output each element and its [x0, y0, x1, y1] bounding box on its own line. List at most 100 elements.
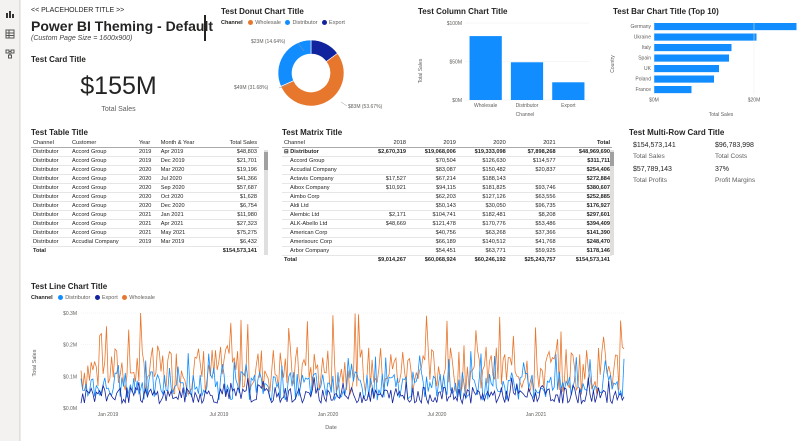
- table-column-header[interactable]: Channel: [31, 139, 70, 148]
- matrix-cell: Actavis Company: [282, 174, 363, 184]
- matrix-column-header[interactable]: Channel: [282, 139, 363, 148]
- matrix-row[interactable]: Accudial Company $83,087 $150,482 $20,837 $2…: [282, 165, 612, 175]
- table-row[interactable]: Distributor Accord Group 2020 Dec 2020 $6,75…: [31, 201, 259, 211]
- collapse-icon[interactable]: ⊟: [284, 149, 291, 155]
- table-cell: Distributor: [31, 147, 70, 157]
- matrix-row[interactable]: Actavis Company $17,527 $67,214 $188,143 $27…: [282, 174, 612, 184]
- matrix-cell: $181,825: [457, 183, 508, 193]
- legend-marker-icon: [122, 295, 128, 301]
- table-total-label: Total: [31, 246, 70, 255]
- matrix-cell: $126,630: [457, 156, 508, 166]
- donut-legend-distributor: Distributor: [292, 20, 318, 26]
- table-row[interactable]: Distributor Accord Group 2021 May 2021 $75,2…: [31, 228, 259, 238]
- matrix-cell: $67,214: [407, 174, 458, 184]
- matrix-cell: [362, 165, 408, 175]
- matrix-row[interactable]: Arbor Company $54,451 $63,771 $59,925 $178,1…: [282, 246, 612, 256]
- matrix-row[interactable]: Aimbo Corp $62,203 $127,126 $63,556 $252,885: [282, 192, 612, 202]
- table-row[interactable]: Distributor Accord Group 2020 Sep 2020 $57,6…: [31, 183, 259, 193]
- table-cell: Accord Group: [70, 192, 137, 202]
- table-row[interactable]: Distributor Accudial Company 2019 Mar 2019 $…: [31, 237, 259, 247]
- table-row[interactable]: Distributor Accord Group 2019 Dec 2019 $21,7…: [31, 156, 259, 166]
- table-cell: Jan 2021: [158, 210, 209, 220]
- table-visual: Channel Customer Year Month & Year Total Sal…: [31, 139, 266, 270]
- table-cell: 2019: [136, 237, 159, 247]
- column-bar-wholesale[interactable]: [469, 36, 502, 100]
- matrix-cell: $94,115: [407, 183, 458, 193]
- table-scrollbar[interactable]: [264, 150, 268, 255]
- table-row[interactable]: Distributor Accord Group 2021 Apr 2021 $27,3…: [31, 219, 259, 229]
- table-row[interactable]: Distributor Accord Group 2020 Jul 2020 $41,3…: [31, 174, 259, 184]
- matrix-column-header[interactable]: 2018: [362, 139, 408, 148]
- bar-uk[interactable]: [654, 65, 719, 73]
- table-cell: Distributor: [31, 210, 70, 220]
- table-column-header[interactable]: Month & Year: [158, 139, 209, 148]
- column-ytick-label: $100M: [447, 21, 462, 27]
- bar-germany[interactable]: [654, 23, 797, 31]
- matrix-scrollbar[interactable]: [610, 150, 614, 255]
- table-scroll-thumb[interactable]: [264, 152, 268, 170]
- table-cell: 2021: [136, 219, 159, 229]
- bar-italy[interactable]: [654, 44, 732, 52]
- column-bar-distributor[interactable]: [510, 62, 544, 100]
- table-cell: Sep 2020: [158, 183, 209, 193]
- report-view-icon[interactable]: [4, 8, 16, 20]
- line-series-wholesale[interactable]: [80, 312, 625, 397]
- table-column-header[interactable]: Customer: [70, 139, 137, 148]
- bar-france[interactable]: [654, 86, 692, 94]
- line-series-export[interactable]: [80, 377, 625, 406]
- multirow-value-sales: $154,573,141: [633, 142, 676, 149]
- matrix-cell: $41,768: [507, 237, 558, 247]
- bar-ukraine[interactable]: [654, 33, 757, 41]
- matrix-column-header[interactable]: 2021: [507, 139, 558, 148]
- matrix-row[interactable]: Accord Group $70,504 $126,630 $114,577 $311,…: [282, 156, 612, 166]
- matrix-scroll-thumb[interactable]: [610, 152, 614, 166]
- matrix-column-header[interactable]: 2019: [407, 139, 458, 148]
- table-cell: $57,687: [208, 183, 259, 193]
- matrix-row[interactable]: Amerisourc Corp $66,189 $140,512 $41,768 $24…: [282, 237, 612, 247]
- table-column-header[interactable]: Year: [136, 139, 159, 148]
- bar-title: Test Bar Chart Title (Top 10): [613, 7, 719, 16]
- matrix-group-row[interactable]: ⊟ Distributor $2,670,319 $19,068,006 $19,33…: [282, 147, 612, 157]
- bar-spain[interactable]: [654, 54, 729, 62]
- matrix-column-header[interactable]: Total: [557, 139, 612, 148]
- table-row[interactable]: Distributor Accord Group 2020 Mar 2020 $19,1…: [31, 165, 259, 175]
- table-row[interactable]: Distributor Accord Group 2020 Oct 2020 $1,62…: [31, 192, 259, 202]
- line-ytick-label: $0.0M: [63, 406, 77, 412]
- table-total-row: Total $154,573,141: [31, 246, 259, 255]
- matrix-cell: $83,087: [407, 165, 458, 175]
- table-cell: Accord Group: [70, 147, 137, 157]
- matrix-cell: $178,146: [557, 246, 612, 256]
- table-cell: $6,754: [208, 201, 259, 211]
- bar-poland[interactable]: [654, 75, 714, 83]
- data-view-icon[interactable]: [4, 28, 16, 40]
- table-cell: 2020: [136, 165, 159, 175]
- line-series-distributor[interactable]: [80, 351, 625, 402]
- line-xtick-label: Jan 2020: [318, 412, 339, 418]
- table-cell: 2019: [136, 156, 159, 166]
- matrix-visual: Channel 2018 2019 2020 2021 Total ⊟ Distribut…: [282, 139, 615, 270]
- model-view-icon[interactable]: [4, 48, 16, 60]
- table-cell: Dec 2019: [158, 156, 209, 166]
- column-category-label: Export: [561, 103, 576, 109]
- matrix-row[interactable]: ALK-Abello Ltd $48,669 $121,478 $170,776 $53…: [282, 219, 612, 229]
- table-column-header[interactable]: Total Sales: [208, 139, 259, 148]
- table-cell: Mar 2020: [158, 165, 209, 175]
- donut-slice-distributor[interactable]: [277, 39, 312, 87]
- line-ytick-label: $0.2M: [63, 343, 77, 349]
- matrix-row[interactable]: American Corp $40,756 $63,268 $37,366 $141,3…: [282, 228, 612, 238]
- matrix-row[interactable]: Alembic Ltd $2,171 $104,741 $182,481 $8,208 $…: [282, 210, 612, 220]
- table-row[interactable]: Distributor Accord Group 2019 Apr 2019 $48,8…: [31, 147, 259, 157]
- matrix-column-header[interactable]: 2020: [457, 139, 508, 148]
- column-chart: Total Sales $0M $50M $100M Wholesale Distri…: [418, 21, 589, 118]
- donut-label-distributor: $49M (31.68%): [234, 85, 269, 91]
- table-row[interactable]: Distributor Accord Group 2021 Jan 2021 $11,9…: [31, 210, 259, 220]
- line-legend-export: Export: [101, 295, 118, 301]
- multirow-label-profits: Total Profits: [633, 177, 667, 184]
- legend-marker-icon: [322, 20, 328, 26]
- matrix-cell: [362, 192, 408, 202]
- matrix-row[interactable]: Aibox Company $10,921 $94,115 $181,825 $93,7…: [282, 183, 612, 193]
- matrix-cell: $252,885: [557, 192, 612, 202]
- column-bar-export[interactable]: [552, 82, 585, 100]
- matrix-row[interactable]: Aldi Ltd $50,143 $30,050 $96,735 $176,927: [282, 201, 612, 211]
- donut-slice-wholesale[interactable]: [280, 52, 345, 107]
